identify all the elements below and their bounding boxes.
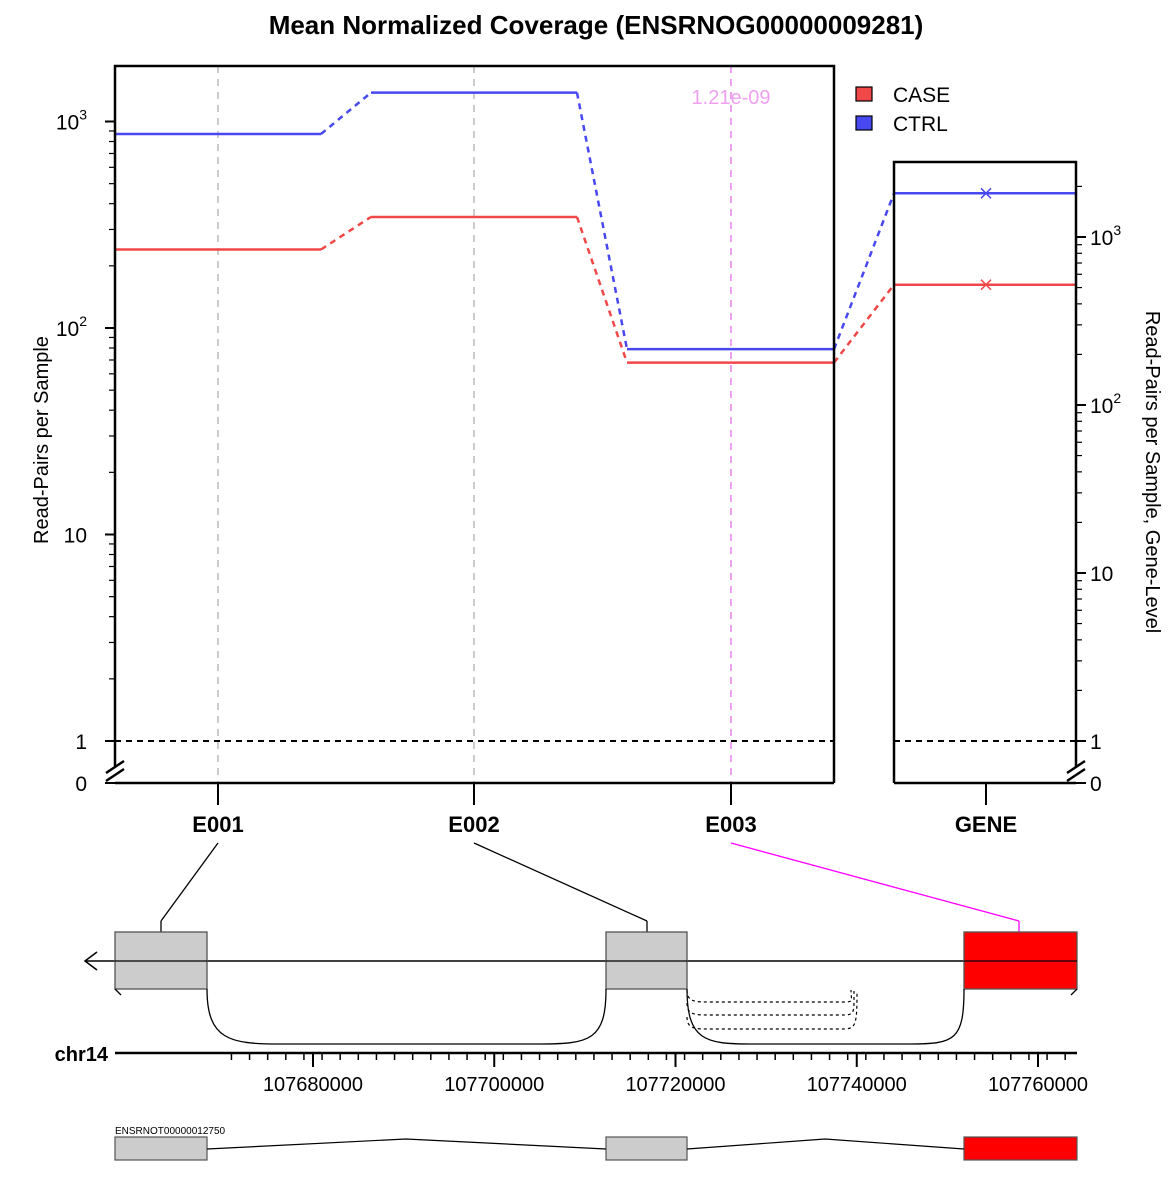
y-tick-label-left: 10 [64, 525, 87, 548]
novel-junction [686, 990, 855, 1016]
y-tick-label-sup: 3 [79, 107, 87, 123]
novel-junction [686, 989, 853, 1003]
axis-break-left [105, 767, 125, 783]
transcript-exon-e002 [605, 1136, 688, 1161]
main-panel-frame [113, 64, 836, 783]
genomic-tick-label: 107760000 [988, 1074, 1088, 1096]
x-tick-label-e002: E002 [448, 812, 499, 837]
junction-e001-e002 [206, 988, 607, 1045]
strand-arrow-icon [83, 951, 98, 971]
genomic-tick-label: 107720000 [625, 1074, 725, 1096]
axis-break-right [1066, 767, 1086, 783]
ctrl-connector [575, 92, 629, 350]
legend-swatch-case [855, 86, 873, 102]
transcript-intron [686, 1138, 965, 1150]
y-tick-label-left: 102 [56, 313, 87, 341]
y-tick-label-right: 102 [1090, 390, 1121, 418]
exon-link-e001 [160, 842, 219, 922]
gene-panel-frame [892, 160, 1078, 783]
exon-link-e003 [730, 842, 1020, 922]
ctrl-connector [320, 91, 372, 135]
junction-e002-e003 [686, 988, 965, 1045]
gene-track: chr14 107680000 107700000 107720000 10774000… [55, 842, 1088, 1161]
transcript-exon-e003 [963, 1136, 1078, 1161]
axis-break-left [105, 759, 125, 775]
y-tick-label-right: 103 [1090, 222, 1121, 250]
genomic-tick-label: 107740000 [807, 1074, 907, 1096]
y-axis-label-left: Read-Pairs per Sample [31, 336, 53, 544]
x-tick-label-gene: GENE [955, 812, 1017, 837]
legend-layer: CASE CTRL [855, 84, 950, 136]
x-tick-label-e001: E001 [192, 812, 243, 837]
y-tick-label-right: 0 [1090, 773, 1102, 796]
y-axis-label-right: Read-Pairs per Sample, Gene-Level [1141, 311, 1163, 633]
case-connector [320, 215, 372, 251]
y-tick-label-sup: 3 [1113, 222, 1121, 238]
strand-end-ticks [114, 988, 1078, 996]
exon-link-e002 [473, 842, 648, 922]
case-gene-connector [833, 283, 895, 364]
legend-swatch-ctrl [855, 115, 873, 131]
y-tick-label-sup: 2 [79, 313, 87, 329]
transcript-intron [206, 1138, 607, 1150]
frames-layer [105, 64, 1086, 785]
transcript-name: ENSRNOT00000012750 [115, 1126, 226, 1137]
y-tick-label-right: 10 [1090, 563, 1113, 586]
axes-layer: 0 1 10 102 103 0 1 10 102 103 Read-Pairs per Sampl… [31, 107, 1163, 838]
lines-layer [115, 91, 1076, 364]
y-tick-label-right: 1 [1090, 731, 1102, 754]
pvalue-annotation: 1.21e-09 [692, 87, 771, 109]
chart-title: Mean Normalized Coverage (ENSRNOG0000000… [268, 10, 924, 40]
y-tick-label-left: 0 [75, 773, 87, 796]
y-tick-label-left: 103 [56, 107, 87, 135]
y-tick-label-sup: 2 [1113, 390, 1121, 406]
y-tick-label-left: 1 [75, 731, 87, 754]
legend-label-case: CASE [893, 84, 950, 107]
novel-junction [686, 992, 858, 1030]
genomic-tick-label: 107700000 [444, 1074, 544, 1096]
transcript-exon-e001 [114, 1136, 208, 1161]
chromosome-label: chr14 [55, 1044, 109, 1066]
grid-layer: 1.21e-09 [115, 66, 1076, 783]
genomic-tick-label: 107680000 [263, 1074, 363, 1096]
ctrl-gene-connector [832, 192, 896, 350]
case-connector [575, 216, 629, 363]
legend-label-ctrl: CTRL [893, 113, 948, 136]
x-tick-label-e003: E003 [705, 812, 756, 837]
case-gene-marker [980, 279, 992, 291]
axis-break-right [1066, 759, 1086, 775]
ctrl-gene-marker [980, 187, 992, 199]
